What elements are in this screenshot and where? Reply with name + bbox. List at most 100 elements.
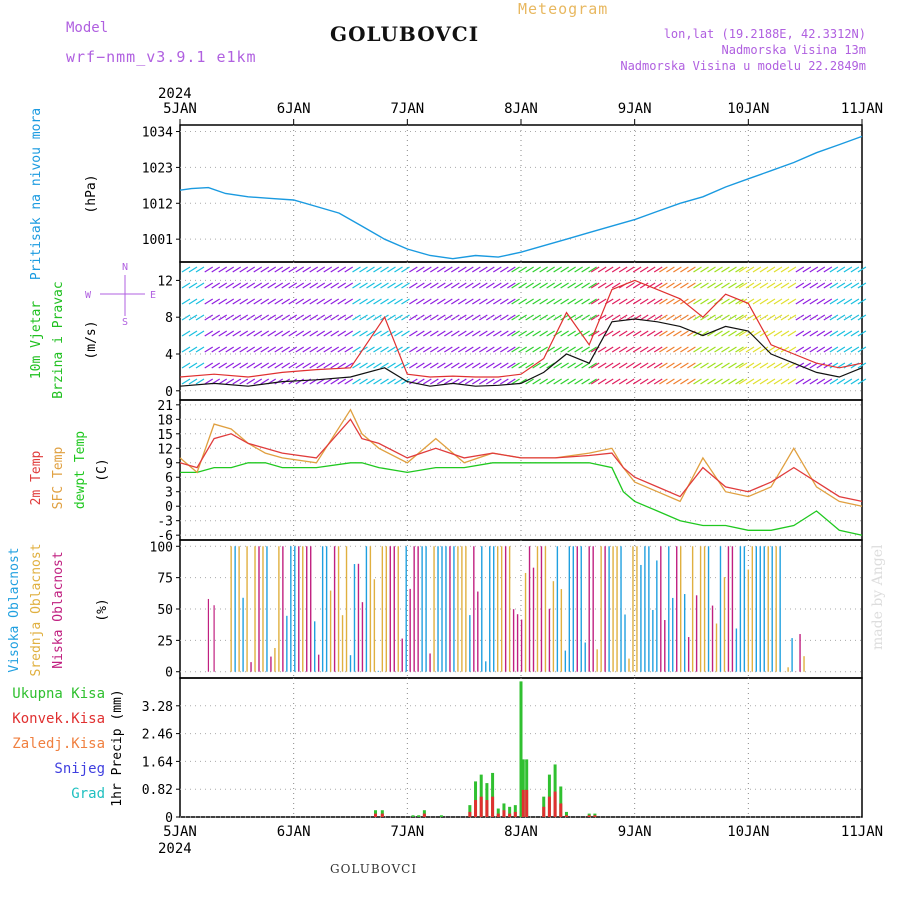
wind-barb	[639, 298, 649, 305]
wind-barb	[430, 266, 439, 273]
wind-barb	[646, 346, 656, 353]
wind-barb	[458, 362, 467, 369]
wind-barb	[444, 298, 453, 305]
wind-barb	[380, 282, 389, 289]
wind-barb	[816, 378, 826, 385]
wind-barb	[373, 298, 382, 305]
precip-total-bar	[547, 774, 551, 817]
wind-barb	[567, 298, 576, 305]
wind-barb	[752, 378, 762, 385]
wind-barb	[472, 346, 481, 353]
wind-barb	[532, 378, 541, 385]
wind-barb	[597, 362, 607, 369]
wind-barb	[401, 282, 410, 289]
wind-barb	[430, 378, 439, 385]
wind-barb	[632, 346, 642, 353]
precip-convective-bar	[508, 813, 512, 817]
wind-barb	[195, 346, 205, 353]
wind-barb	[323, 362, 333, 369]
wind-barb	[809, 378, 819, 385]
wind-barb	[204, 282, 214, 289]
year-label-top: 2024	[158, 86, 192, 102]
wind-barb	[766, 282, 776, 289]
wind-barb	[604, 314, 614, 321]
wind-barb	[680, 314, 689, 321]
wind-barb	[309, 266, 319, 273]
x-tick-label-top: 9JAN	[618, 101, 652, 117]
wind-barb	[829, 362, 839, 369]
wind-barb	[745, 346, 755, 353]
wind-barb	[752, 282, 762, 289]
wind-barb	[344, 346, 354, 353]
wind-barb	[430, 362, 439, 369]
wind-barb	[604, 330, 614, 337]
precip-total-bar	[491, 772, 495, 817]
precip-legend-item: Konvek.Kisa	[12, 711, 105, 727]
wind-barb	[260, 378, 270, 385]
precip-convective-bar	[496, 813, 500, 817]
wind-barb	[401, 362, 410, 369]
wind-barb	[225, 298, 235, 305]
precip-convective-bar	[513, 811, 517, 817]
wind-barb	[302, 362, 312, 369]
wind-barb	[625, 298, 635, 305]
wind-barb	[511, 378, 520, 385]
wind-barb	[409, 362, 418, 369]
wind-barb	[274, 266, 284, 273]
wind-barb	[458, 346, 467, 353]
wind-barb	[728, 330, 737, 337]
wind-barb	[687, 346, 696, 353]
wind-barb	[802, 266, 812, 273]
wind-barb	[752, 346, 762, 353]
wind-barb	[302, 314, 312, 321]
wind-barb	[500, 298, 509, 305]
wind-barb	[359, 298, 368, 305]
wind-barb	[687, 282, 696, 289]
wind-barb	[387, 346, 396, 353]
wind-barb	[330, 282, 340, 289]
wind-barb	[574, 282, 583, 289]
wind-barb	[337, 314, 347, 321]
temp2m-line	[179, 418, 863, 503]
footer-station: GOLUBOVCI	[330, 862, 418, 876]
wind-barb	[211, 266, 221, 273]
wind-barb	[829, 266, 839, 273]
x-tick-label-top: 6JAN	[277, 101, 311, 117]
compass-east: E	[150, 290, 156, 301]
precip-convective-bar	[380, 813, 384, 817]
wind-barb	[225, 282, 235, 289]
wind-barb	[409, 314, 418, 321]
wind-barb	[316, 266, 326, 273]
wind-barb	[493, 330, 502, 337]
wind-barb	[567, 314, 576, 321]
wind-barb	[525, 314, 534, 321]
wind-barb	[416, 362, 425, 369]
wind-barb	[225, 314, 235, 321]
wind-barb	[281, 330, 291, 337]
wind-barb	[486, 298, 495, 305]
wind-barb	[560, 266, 569, 273]
wind-barb	[766, 362, 776, 369]
wind-barb	[539, 378, 548, 385]
wind-barb	[465, 314, 474, 321]
wind-barb	[728, 378, 737, 385]
wind-barb	[539, 314, 548, 321]
wind-barb	[409, 298, 418, 305]
wind-barb	[444, 378, 453, 385]
wind-barb	[780, 298, 790, 305]
wind-barb	[850, 378, 860, 385]
wind-barb	[281, 298, 291, 305]
wind-barb	[646, 378, 656, 385]
wind-barb	[394, 314, 403, 321]
wind-barb	[267, 298, 277, 305]
wind-barb	[752, 298, 762, 305]
wind-barb	[295, 298, 305, 305]
wind-barb	[253, 346, 263, 353]
wind-barb	[394, 330, 403, 337]
wind-barb	[532, 266, 541, 273]
wind-barb	[518, 330, 527, 337]
wind-barb	[752, 362, 762, 369]
precip-convective-bar	[559, 803, 563, 817]
wind-barb	[500, 346, 509, 353]
wind-barb	[232, 330, 242, 337]
